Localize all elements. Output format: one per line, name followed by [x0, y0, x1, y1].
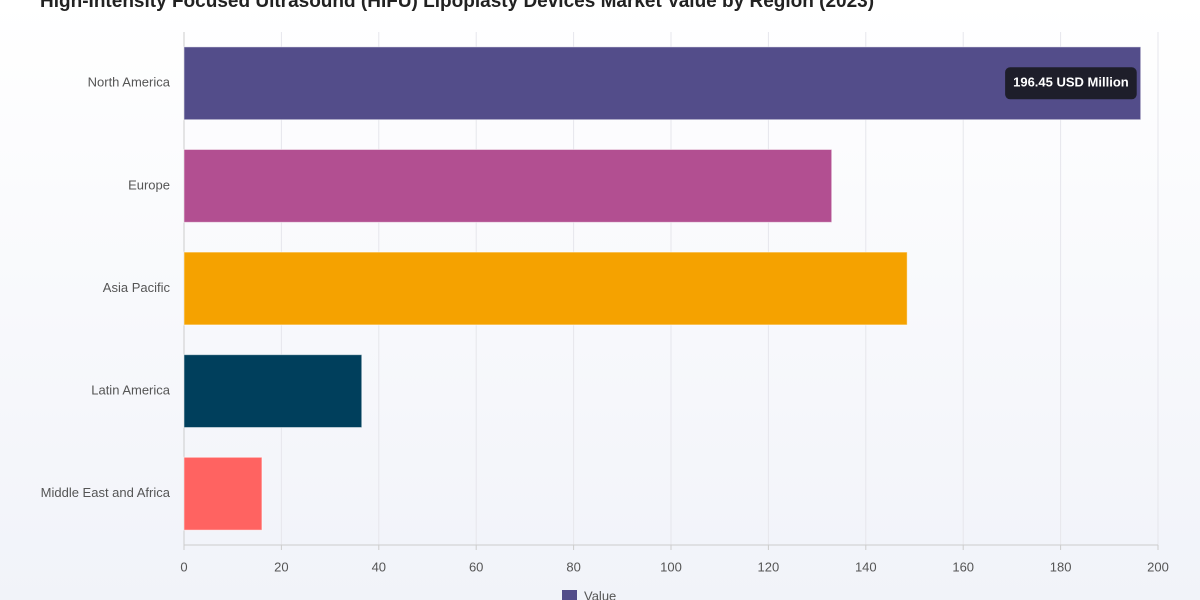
bar	[183, 46, 1142, 121]
legend-swatch	[562, 590, 577, 600]
bar	[183, 456, 263, 531]
bar	[183, 148, 833, 223]
x-tick-label: 140	[855, 559, 877, 574]
y-tick-label: Latin America	[91, 383, 171, 398]
y-tick-label: Europe	[128, 177, 170, 192]
tooltip-label: 196.45 USD Million	[1013, 75, 1129, 90]
y-tick-label: Asia Pacific	[103, 280, 171, 295]
x-tick-label: 180	[1050, 559, 1072, 574]
y-tick-label: North America	[88, 75, 171, 90]
x-tick-label: 100	[660, 559, 682, 574]
x-tick-label: 20	[274, 559, 288, 574]
x-tick-label: 200	[1147, 559, 1169, 574]
x-tick-label: 40	[372, 559, 386, 574]
x-tick-label: 80	[566, 559, 580, 574]
x-tick-label: 0	[180, 559, 187, 574]
y-tick-label: Middle East and Africa	[41, 485, 171, 500]
legend-label: Value	[584, 588, 616, 600]
chart-title: High-Intensity Focused Ultrasound (HIFU)…	[40, 0, 874, 12]
x-tick-label: 120	[758, 559, 780, 574]
tooltip	[1005, 67, 1137, 100]
x-tick-label: 60	[469, 559, 483, 574]
x-tick-label: 160	[952, 559, 974, 574]
bar	[183, 354, 363, 429]
bar	[183, 251, 908, 326]
